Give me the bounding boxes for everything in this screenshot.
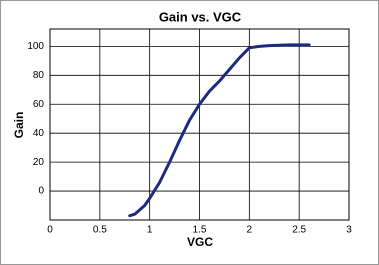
x-tick-label: 3: [346, 225, 352, 236]
x-tick-label: 2: [247, 225, 253, 236]
x-tick-label: 0: [47, 225, 53, 236]
y-tick-label: 60: [33, 99, 45, 110]
x-tick-label: 1: [147, 225, 153, 236]
x-tick-label: 2.5: [292, 225, 306, 236]
chart-title: Gain vs. VGC: [159, 9, 242, 24]
y-tick-label: 40: [33, 128, 45, 139]
y-tick-label: 20: [33, 157, 45, 168]
y-tick-label: 100: [27, 41, 44, 52]
y-axis-label: Gain: [12, 112, 26, 139]
x-axis-label: VGC: [187, 235, 213, 249]
data-line: [128, 43, 311, 218]
y-tick-label: 0: [38, 186, 44, 197]
y-tick-label: 80: [33, 70, 45, 81]
x-tick-label: 1.5: [193, 225, 207, 236]
x-tick-label: 0.5: [93, 225, 107, 236]
